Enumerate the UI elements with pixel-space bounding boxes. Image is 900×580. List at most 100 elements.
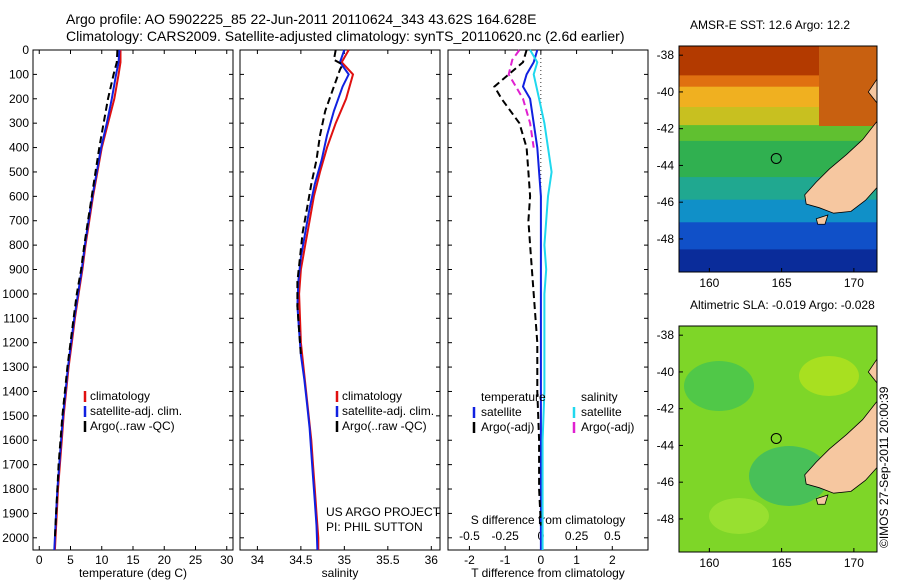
sla-high-patch bbox=[709, 498, 769, 534]
sst-warm-patch bbox=[819, 46, 877, 126]
series-group bbox=[53, 49, 122, 551]
map-y-tick-label: -44 bbox=[657, 438, 675, 452]
plot-frame bbox=[239, 49, 441, 551]
x-axis-label: temperature (deg C) bbox=[79, 566, 187, 580]
map-y-tick-label: -40 bbox=[657, 85, 675, 99]
sst-colour-band bbox=[679, 125, 877, 142]
chart-panel-2: 34 34.5 35 35.5 36 salinity climatologysatelli… bbox=[239, 49, 441, 580]
sla-map: Altimetric SLA: -0.019 Argo: -0.028 160 16… bbox=[657, 298, 878, 570]
figure-title-line2: Climatology: CARS2009. Satellite-adjuste… bbox=[66, 28, 625, 44]
y-tick-label: 1000 bbox=[2, 287, 29, 301]
plot-frame bbox=[32, 49, 234, 551]
x-axis-label: T difference from climatology bbox=[471, 566, 625, 580]
map-y-tick-label: -44 bbox=[657, 158, 675, 172]
legend-salinity-label: satellite bbox=[581, 405, 622, 419]
y-tick-label: 900 bbox=[9, 263, 29, 277]
legend-label-3: Argo(..raw -QC) bbox=[342, 419, 427, 433]
y-tick-label: 200 bbox=[9, 92, 29, 106]
legend-salinity-label: Argo(-adj) bbox=[581, 420, 634, 434]
legend-label-1: climatology bbox=[342, 389, 402, 403]
series-line-2 bbox=[493, 49, 542, 526]
series-group bbox=[296, 49, 355, 551]
legend-salinity-title: salinity bbox=[581, 390, 618, 404]
series-line-2 bbox=[53, 49, 121, 551]
legend-label-3: Argo(..raw -QC) bbox=[90, 419, 175, 433]
project-annotation-1: US ARGO PROJECT bbox=[326, 505, 441, 519]
argo-float-marker bbox=[770, 432, 782, 444]
s-tick-label: -0.5 bbox=[459, 529, 480, 543]
new-zealand-south-island bbox=[804, 400, 877, 494]
stewart-island bbox=[815, 214, 829, 225]
map-x-tick-label: 170 bbox=[844, 276, 864, 290]
plot-frame bbox=[447, 49, 649, 551]
y-tick-label: 1200 bbox=[2, 336, 29, 350]
map-x-tick-label: 160 bbox=[699, 556, 719, 570]
x-tick-label: 5 bbox=[67, 553, 74, 567]
x-tick-label: 20 bbox=[158, 553, 172, 567]
y-tick-label: 700 bbox=[9, 214, 29, 228]
s-axis-label: S difference from climatology bbox=[471, 513, 626, 527]
series-line-3 bbox=[529, 49, 553, 550]
sst-map: AMSR-E SST: 12.6 Argo: 12.2 160 165 170 -38 -… bbox=[657, 18, 878, 290]
sla-high-patch bbox=[799, 356, 859, 396]
map-title: Altimetric SLA: -0.019 Argo: -0.028 bbox=[690, 298, 875, 312]
x-tick-label: 34.5 bbox=[289, 553, 313, 567]
map-image bbox=[679, 46, 877, 272]
sst-colour-band bbox=[679, 249, 877, 272]
map-y-tick-label: -46 bbox=[657, 195, 675, 209]
series-line-3 bbox=[296, 49, 344, 355]
sla-low-patch bbox=[684, 361, 754, 411]
s-tick-label: 0.5 bbox=[604, 529, 621, 543]
y-tick-label: 1900 bbox=[2, 506, 29, 520]
legend-label-2: satellite-adj. clim. bbox=[342, 404, 434, 418]
s-tick-label: -0.25 bbox=[491, 529, 519, 543]
y-tick-label: 100 bbox=[9, 67, 29, 81]
new-zealand-south-island bbox=[804, 120, 877, 214]
map-y-tick-label: -48 bbox=[657, 232, 675, 246]
x-tick-label: 34 bbox=[251, 553, 265, 567]
map-y-tick-label: -42 bbox=[657, 402, 675, 416]
x-tick-label: -1 bbox=[500, 553, 511, 567]
series-line-4 bbox=[507, 49, 535, 148]
stewart-island bbox=[815, 494, 829, 505]
map-x-tick-label: 160 bbox=[699, 276, 719, 290]
x-tick-label: 1 bbox=[573, 553, 580, 567]
copyright-stamp: ©IMOS 27-Sep-2011 20:00:39 bbox=[877, 386, 891, 548]
map-y-tick-label: -42 bbox=[657, 122, 675, 136]
legend-label-1: climatology bbox=[90, 389, 150, 403]
x-tick-label: 0 bbox=[36, 553, 43, 567]
series-line-1 bbox=[53, 50, 122, 551]
figure-title-line1: Argo profile: AO 5902225_85 22-Jun-2011 … bbox=[66, 11, 537, 27]
x-tick-label: 15 bbox=[126, 553, 140, 567]
y-tick-label: 1700 bbox=[2, 458, 29, 472]
series-line-3 bbox=[53, 49, 119, 538]
y-tick-label: 1400 bbox=[2, 384, 29, 398]
y-tick-label: 1500 bbox=[2, 409, 29, 423]
y-tick-label: 400 bbox=[9, 141, 29, 155]
north-island bbox=[867, 358, 877, 384]
x-tick-label: 25 bbox=[189, 553, 203, 567]
map-x-tick-label: 170 bbox=[844, 556, 864, 570]
map-y-tick-label: -48 bbox=[657, 512, 675, 526]
legend-label-2: satellite-adj. clim. bbox=[90, 404, 182, 418]
x-axis-label: salinity bbox=[322, 566, 359, 580]
y-tick-label: 800 bbox=[9, 238, 29, 252]
map-frame bbox=[678, 325, 878, 553]
sla-low-patch bbox=[749, 446, 829, 506]
map-x-tick-label: 165 bbox=[772, 276, 792, 290]
y-tick-label: 2000 bbox=[2, 531, 29, 545]
x-tick-label: 0 bbox=[538, 553, 545, 567]
series-line-1 bbox=[521, 49, 542, 550]
map-y-tick-label: -46 bbox=[657, 475, 675, 489]
map-y-tick-label: -40 bbox=[657, 365, 675, 379]
x-tick-label: 30 bbox=[220, 553, 234, 567]
y-tick-label: 300 bbox=[9, 116, 29, 130]
y-tick-label: 600 bbox=[9, 189, 29, 203]
y-tick-label: 1300 bbox=[2, 360, 29, 374]
map-x-tick-label: 165 bbox=[772, 556, 792, 570]
x-tick-label: -2 bbox=[464, 553, 475, 567]
chart-panel-1: 0 5 10 15 20 25 300100200300400500600700800900… bbox=[2, 43, 233, 580]
series-group bbox=[493, 49, 553, 550]
chart-panel-3: -2 -1 0 1 2-0.5 -0.25 0 0.25 0.5S difference fro… bbox=[447, 49, 649, 580]
